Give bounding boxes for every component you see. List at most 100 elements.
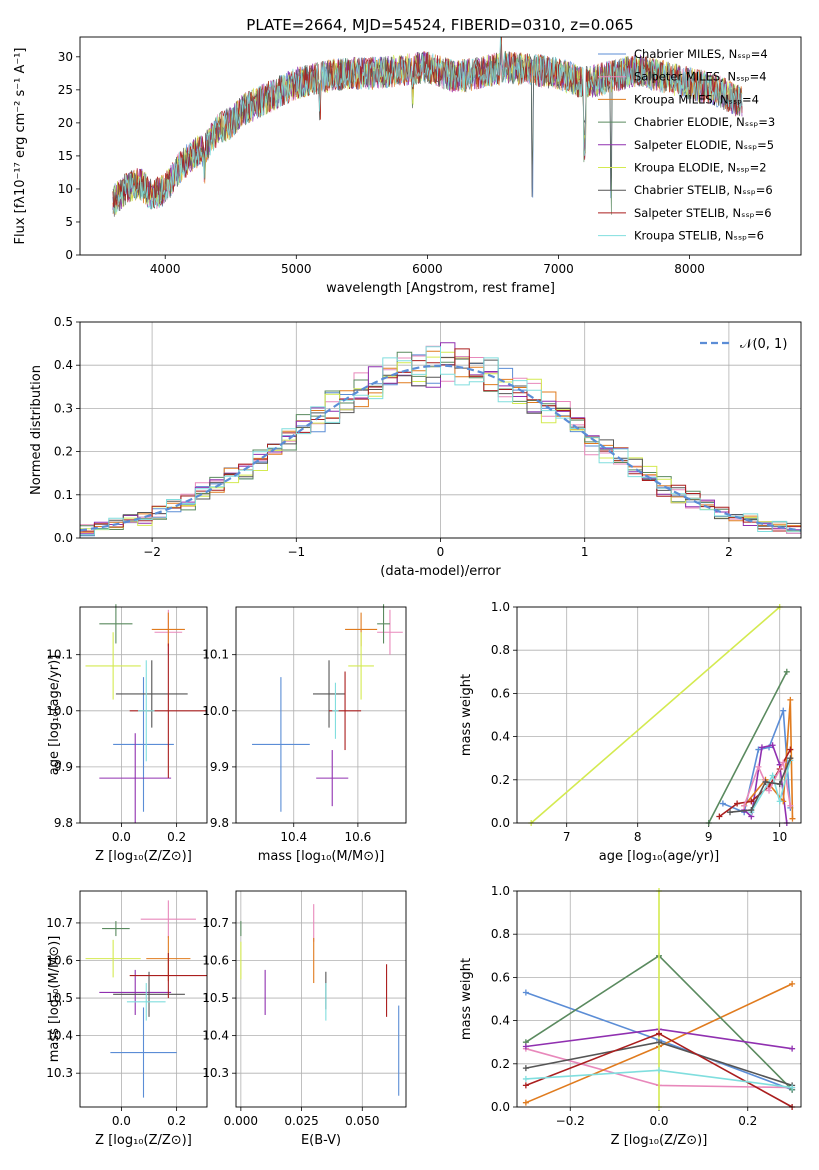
axes-frame: [516, 606, 802, 824]
x-tick-label: 5000: [281, 262, 312, 276]
weight-marker-kroupa_stelib: [769, 772, 776, 779]
legend-entry: Salpeter STELIB, Nₛₛₚ=6: [634, 206, 772, 220]
y-tick-label: 0.0: [491, 816, 510, 830]
y-axis-label: Normed distribution: [29, 365, 44, 495]
legend-entry: 𝒩(0, 1): [740, 337, 787, 352]
weight-marker-salpeter_stelib: [522, 1082, 529, 1089]
grid: [236, 891, 406, 1107]
x-tick-label: 10: [772, 830, 787, 844]
weight-marker-kroupa_stelib: [522, 1075, 529, 1082]
weight-marker-kroupa_stelib: [776, 798, 783, 805]
axes-frame: [235, 606, 407, 824]
weight-marker-salpeter_stelib: [748, 798, 755, 805]
plot-area: [85, 900, 207, 1098]
weight-line-salpeter_elodie: [743, 744, 788, 824]
y-tick-label: 0.1: [54, 488, 73, 502]
y-tick-label: 9.9: [54, 760, 73, 774]
x-tick-label: 8: [634, 830, 642, 844]
errorbar-chabrier_miles: [110, 1007, 177, 1098]
grid: [80, 891, 207, 1107]
plot-area: [240, 904, 400, 1096]
errorbar-kroupa_elodie: [85, 632, 141, 700]
legend-entry: Kroupa STELIB, Nₛₛₚ=6: [634, 229, 764, 243]
panel-mass_vs_ebv: 0.000 0.025 0.050 10.3 10.4 10.5 10.6 10.7 E(B-V…: [202, 890, 407, 1148]
y-tick-label: 10.7: [46, 916, 73, 930]
legend-entry: Kroupa ELODIE, Nₛₛₚ=2: [634, 161, 767, 175]
weight-marker-salpeter_elodie: [769, 742, 776, 749]
y-axis-label: Flux [fλ10⁻¹⁷ erg cm⁻² s⁻¹ A⁻¹]: [13, 48, 28, 245]
errorbar-chabrier_stelib: [115, 660, 188, 728]
legend-entry: Chabrier STELIB, Nₛₛₚ=6: [634, 183, 773, 197]
errorbar-salpeter_elodie: [99, 969, 172, 1015]
plot-area: [79, 342, 802, 537]
y-tick-label: 0.4: [491, 730, 510, 744]
x-tick-label: 0.025: [284, 1114, 318, 1128]
grid: [517, 606, 801, 824]
panels: 4000 5000 6000 7000 8000051015202530waveleng…: [13, 36, 802, 1148]
axes-frame: [79, 606, 208, 824]
spectrum-lines: [112, 37, 743, 217]
y-tick-label: 9.8: [54, 816, 73, 830]
weight-marker-chabrier_miles: [755, 746, 762, 753]
panel-age_vs_mass: 10.4 10.6 9.8 9.9 10.0 10.1 mass [log₁₀(M/M⊙)]: [202, 604, 407, 864]
weight-marker-chabrier_miles: [780, 707, 787, 714]
errorbar-kroupa_elodie: [348, 632, 374, 700]
y-tick-label: 0.6: [491, 970, 510, 984]
weight-marker-kroupa_miles: [789, 815, 796, 822]
errorbar-chabrier_miles: [113, 677, 174, 812]
y-tick-label: 10.1: [202, 648, 229, 662]
plot-area: [112, 37, 743, 217]
x-tick-label: 1: [581, 545, 589, 559]
weight-line-kroupa_stelib: [750, 760, 792, 813]
x-tick-label: 4000: [150, 262, 181, 276]
weight-marker-salpeter_elodie: [522, 1043, 529, 1050]
errorbar-salpeter_elodie: [99, 733, 172, 823]
weight-marker-chabrier_stelib: [727, 809, 733, 816]
x-axis-label: Z [log₁₀(Z/Z⊙)]: [95, 1133, 192, 1148]
axes-frame: [516, 890, 802, 1108]
panel-mass_vs_z: 0.0 0.2 10.3 10.4 10.5 10.6 10.7 Z [log₁₀(Z/Z⊙)…: [46, 890, 208, 1148]
weight-marker-salpeter_miles: [766, 787, 773, 794]
x-axis-label: Z [log₁₀(Z/Z⊙)]: [95, 849, 192, 864]
axes-frame: [235, 890, 407, 1108]
y-tick-label: 10.0: [202, 704, 229, 718]
x-tick-label: 8000: [674, 262, 705, 276]
weight-marker-salpeter_stelib: [734, 800, 741, 807]
weight-marker-salpeter_elodie: [758, 744, 765, 751]
x-axis-label: (data-model)/error: [380, 564, 501, 579]
weight-marker-kroupa_miles: [787, 696, 794, 703]
y-axis-label: mass [log₁₀(M/M⊙)]: [47, 936, 62, 1063]
x-tick-label: 0.000: [224, 1114, 258, 1128]
y-tick-label: 0.4: [491, 1014, 510, 1028]
errorbar-chabrier_elodie: [377, 604, 390, 644]
errorbar-chabrier_stelib: [113, 971, 185, 1017]
y-tick-label: 10.5: [46, 991, 73, 1005]
y-tick-label: 0: [65, 248, 73, 262]
weight-marker-salpeter_stelib: [656, 1030, 662, 1037]
legend: 𝒩(0, 1): [700, 337, 787, 352]
axes-frame: [79, 36, 802, 256]
x-tick-label: 6000: [412, 262, 443, 276]
x-tick-label: −2: [143, 545, 161, 559]
weight-marker-salpeter_miles: [787, 802, 794, 809]
y-tick-label: 25: [58, 83, 73, 97]
plot-area: [85, 604, 207, 823]
y-tick-label: 0.0: [54, 531, 73, 545]
y-tick-label: 10.7: [202, 916, 229, 930]
x-axis-label: wavelength [Angstrom, rest frame]: [326, 281, 555, 296]
figure-title: PLATE=2664, MJD=54524, FIBERID=0310, z=0…: [246, 16, 633, 34]
spectrum-line-chabrier_stelib: [112, 44, 743, 217]
weight-marker-salpeter_stelib: [787, 746, 794, 753]
grid: [236, 607, 406, 824]
y-tick-label: 9.9: [210, 760, 229, 774]
y-tick-label: 10.4: [202, 1029, 229, 1043]
y-tick-label: 0.2: [491, 773, 510, 787]
errorbar-chabrier_stelib: [312, 660, 346, 728]
y-tick-label: 10.6: [202, 953, 229, 967]
x-tick-label: 7000: [543, 262, 574, 276]
y-tick-label: 0.5: [54, 315, 73, 329]
errorbar-salpeter_elodie: [316, 750, 349, 807]
x-tick-label: 0.0: [112, 830, 131, 844]
errorbar-kroupa_miles: [151, 612, 185, 647]
